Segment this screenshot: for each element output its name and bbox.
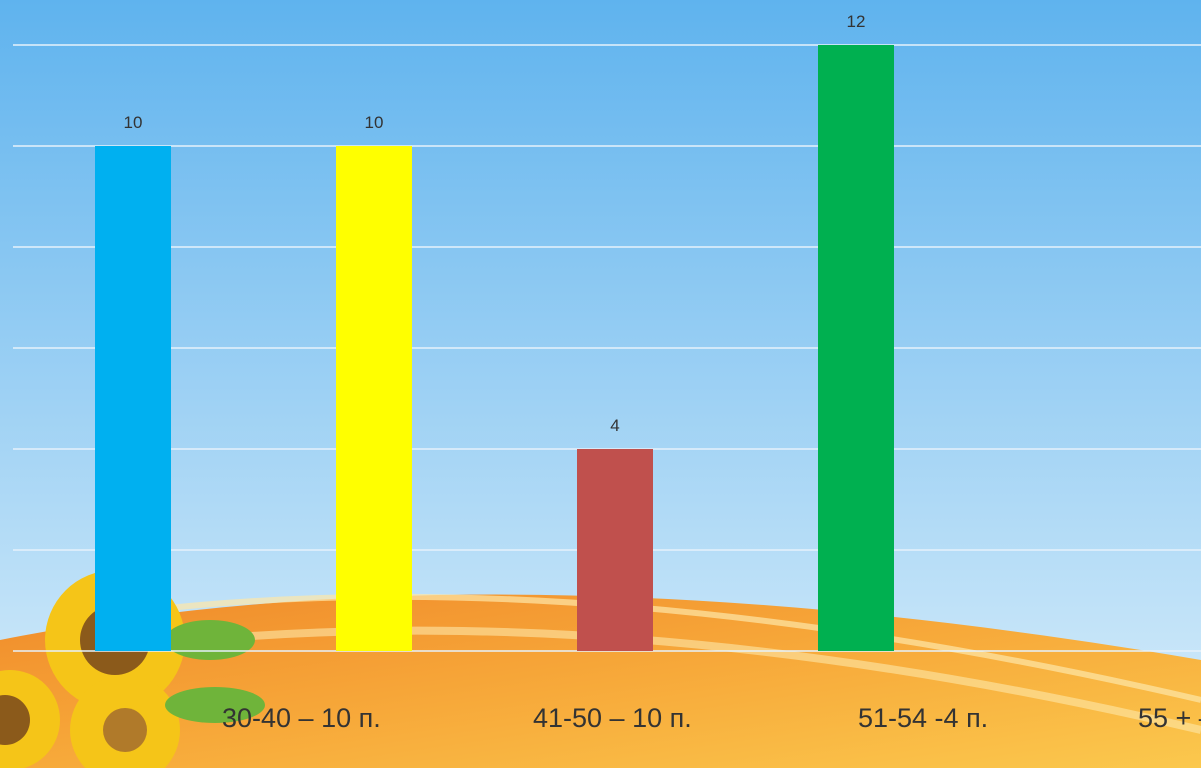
bar <box>577 449 653 651</box>
value-label: 10 <box>365 113 384 132</box>
value-label: 12 <box>847 12 866 31</box>
bar <box>818 45 894 651</box>
x-tick-label: 41-50 – 10 п. <box>533 703 692 733</box>
x-tick-label: 55 + – 12 п. <box>1138 703 1201 733</box>
field-stripe <box>199 626 1201 734</box>
x-tick-label: 51-54 -4 п. <box>858 703 988 733</box>
x-tick-label: 30-40 – 10 п. <box>222 703 381 733</box>
value-label: 10 <box>124 113 143 132</box>
sunflowers <box>0 570 265 768</box>
value-label: 4 <box>610 416 619 435</box>
bar <box>336 146 412 651</box>
bar <box>95 146 171 651</box>
